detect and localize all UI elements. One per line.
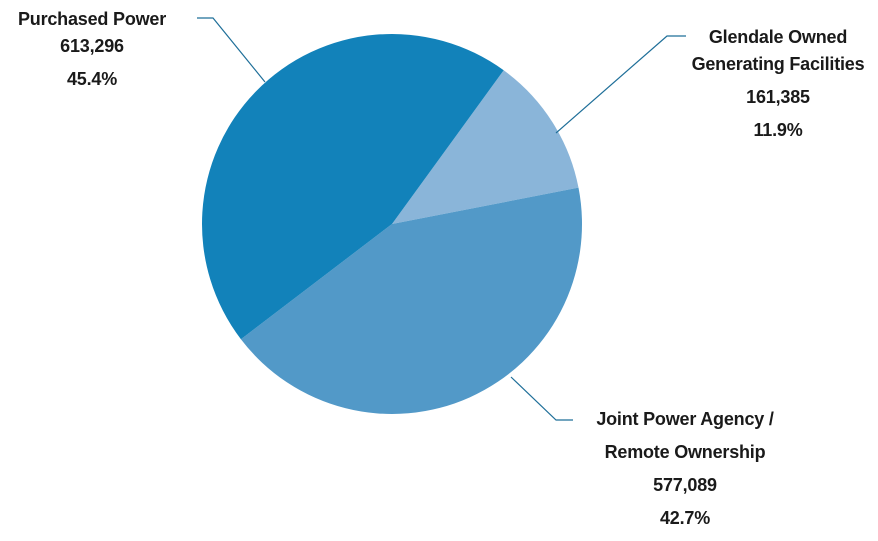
leader-line-joint-power-agency bbox=[510, 376, 573, 421]
label-glendale-owned-name-line-1: Glendale Owned bbox=[708, 27, 848, 47]
label-joint-power-agency: Joint Power Agency / Remote Ownership 57… bbox=[596, 406, 774, 532]
slice-glendale-owned bbox=[392, 70, 579, 224]
label-joint-power-agency-name-line-1: Joint Power Agency / bbox=[596, 409, 774, 429]
pie-slices bbox=[201, 33, 582, 415]
leader-line-glendale-owned bbox=[555, 35, 686, 134]
label-purchased-power: Purchased Power 613,296 45.4% bbox=[18, 6, 166, 93]
label-glendale-owned-percent: 11.9% bbox=[753, 120, 803, 140]
slice-joint-power-agency bbox=[240, 187, 582, 415]
label-glendale-owned-name-line-2: Generating Facilities bbox=[691, 54, 865, 74]
leader-line-purchased-power bbox=[197, 17, 266, 83]
label-glendale-owned: Glendale Owned Generating Facilities 161… bbox=[692, 24, 865, 144]
label-joint-power-agency-value: 577,089 bbox=[653, 475, 717, 495]
label-purchased-power-name: Purchased Power bbox=[17, 9, 167, 29]
label-joint-power-agency-name-line-2: Remote Ownership bbox=[604, 442, 766, 462]
label-glendale-owned-value: 161,385 bbox=[746, 87, 810, 107]
leader-lines bbox=[197, 17, 686, 421]
label-purchased-power-percent: 45.4% bbox=[66, 69, 118, 89]
label-purchased-power-value: 613,296 bbox=[60, 36, 124, 56]
label-joint-power-agency-percent: 42.7% bbox=[659, 508, 711, 528]
slice-purchased-power bbox=[201, 33, 504, 340]
